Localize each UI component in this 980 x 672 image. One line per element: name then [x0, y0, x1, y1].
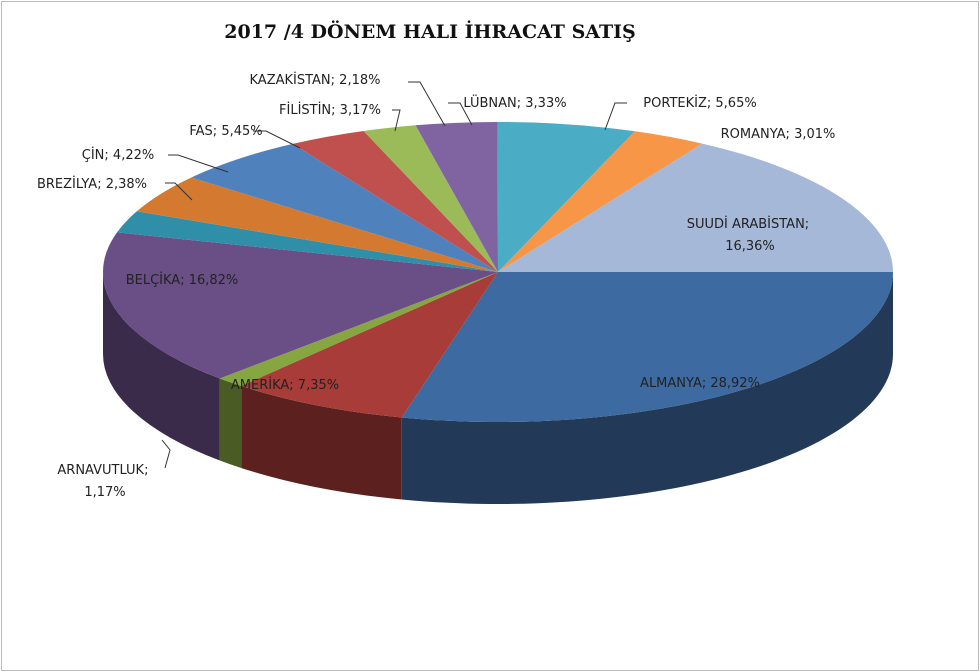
data-label: ALMANYA; 28,92%: [640, 376, 760, 391]
label-value: 3,33%: [525, 96, 566, 111]
label-value: 5,65%: [715, 96, 756, 111]
label-value: 5,45%: [221, 124, 262, 139]
data-label: AMERİKA; 7,35%: [231, 377, 339, 393]
data-label: FAS; 5,45%: [189, 124, 262, 139]
data-label: ÇİN; 4,22%: [82, 147, 154, 163]
slice: [219, 272, 498, 386]
data-label: BREZİLYA; 2,38%: [37, 176, 147, 192]
chart-title: 2017 /4 DÖNEM HALI İHRACAT SATIŞ: [224, 20, 635, 43]
label-separator: ;: [331, 103, 340, 118]
data-label: ARNAVUTLUK; 1,17%: [57, 463, 152, 500]
label-value: 16,82%: [189, 273, 239, 288]
label-category: BREZİLYA: [37, 176, 97, 192]
data-label: PORTEKİZ; 5,65%: [643, 95, 756, 111]
data-label: ROMANYA; 3,01%: [721, 127, 836, 142]
slice: [102, 232, 498, 379]
slice: [363, 125, 498, 272]
label-separator: ;: [144, 463, 153, 478]
label-separator: ;: [805, 217, 814, 232]
slice-side: [401, 272, 893, 504]
label-separator: ;: [289, 378, 298, 393]
label-category: BELÇİKA: [126, 272, 181, 288]
label-category: ARNAVUTLUK: [57, 463, 144, 478]
label-category: ALMANYA: [640, 376, 702, 391]
label-category: LÜBNAN: [463, 94, 516, 111]
label-separator: ;: [786, 127, 795, 142]
label-separator: ;: [180, 273, 189, 288]
leader-line: [448, 102, 473, 126]
label-value: 7,35%: [298, 378, 339, 393]
label-value: 3,01%: [794, 127, 835, 142]
slice: [401, 272, 893, 422]
leader-line: [253, 130, 301, 149]
slice: [117, 211, 499, 272]
data-label: LÜBNAN; 3,33%: [463, 94, 566, 111]
label-category: PORTEKİZ: [643, 95, 707, 111]
label-category: FİLİSTİN: [279, 102, 331, 118]
label-category: KAZAKİSTAN: [250, 72, 331, 88]
label-separator: ;: [707, 96, 716, 111]
label-value: 1,17%: [84, 485, 125, 500]
leader-line: [408, 81, 446, 127]
slice: [497, 121, 635, 272]
label-value: 4,22%: [113, 148, 154, 163]
label-separator: ;: [104, 148, 113, 163]
label-separator: ;: [213, 124, 222, 139]
slice: [292, 130, 498, 272]
data-label: KAZAKİSTAN; 2,18%: [250, 72, 381, 88]
label-value: 3,17%: [340, 103, 381, 118]
label-value: 2,38%: [106, 177, 147, 192]
slice: [498, 131, 703, 272]
slice: [191, 143, 498, 272]
leader-line: [161, 439, 171, 469]
label-value: 28,92%: [710, 376, 760, 391]
slice-side: [219, 378, 242, 468]
label-separator: ;: [97, 177, 106, 192]
leader-lines: [161, 81, 627, 469]
slice: [136, 177, 499, 272]
slice: [498, 143, 893, 272]
label-category: FAS: [189, 124, 212, 139]
leader-line: [392, 109, 401, 132]
label-value: 16,36%: [725, 239, 775, 254]
slice-side: [102, 272, 220, 461]
label-separator: ;: [517, 96, 526, 111]
data-label: SUUDİ ARABİSTAN; 16,36%: [687, 216, 814, 254]
label-category: ROMANYA: [721, 127, 786, 142]
label-separator: ;: [702, 376, 711, 391]
data-label: FİLİSTİN; 3,17%: [279, 102, 381, 118]
slice: [241, 272, 498, 418]
slice-side: [241, 385, 402, 500]
leader-line: [165, 182, 193, 201]
leader-line: [604, 102, 627, 131]
label-separator: ;: [331, 73, 340, 88]
leader-line: [168, 154, 229, 173]
label-category: ÇİN: [82, 147, 105, 163]
label-category: AMERİKA: [231, 377, 289, 393]
data-label: BELÇİKA; 16,82%: [126, 272, 239, 288]
pie: [102, 121, 893, 504]
label-value: 2,18%: [339, 73, 380, 88]
label-category: SUUDİ ARABİSTAN: [687, 216, 805, 232]
slice: [415, 122, 498, 272]
